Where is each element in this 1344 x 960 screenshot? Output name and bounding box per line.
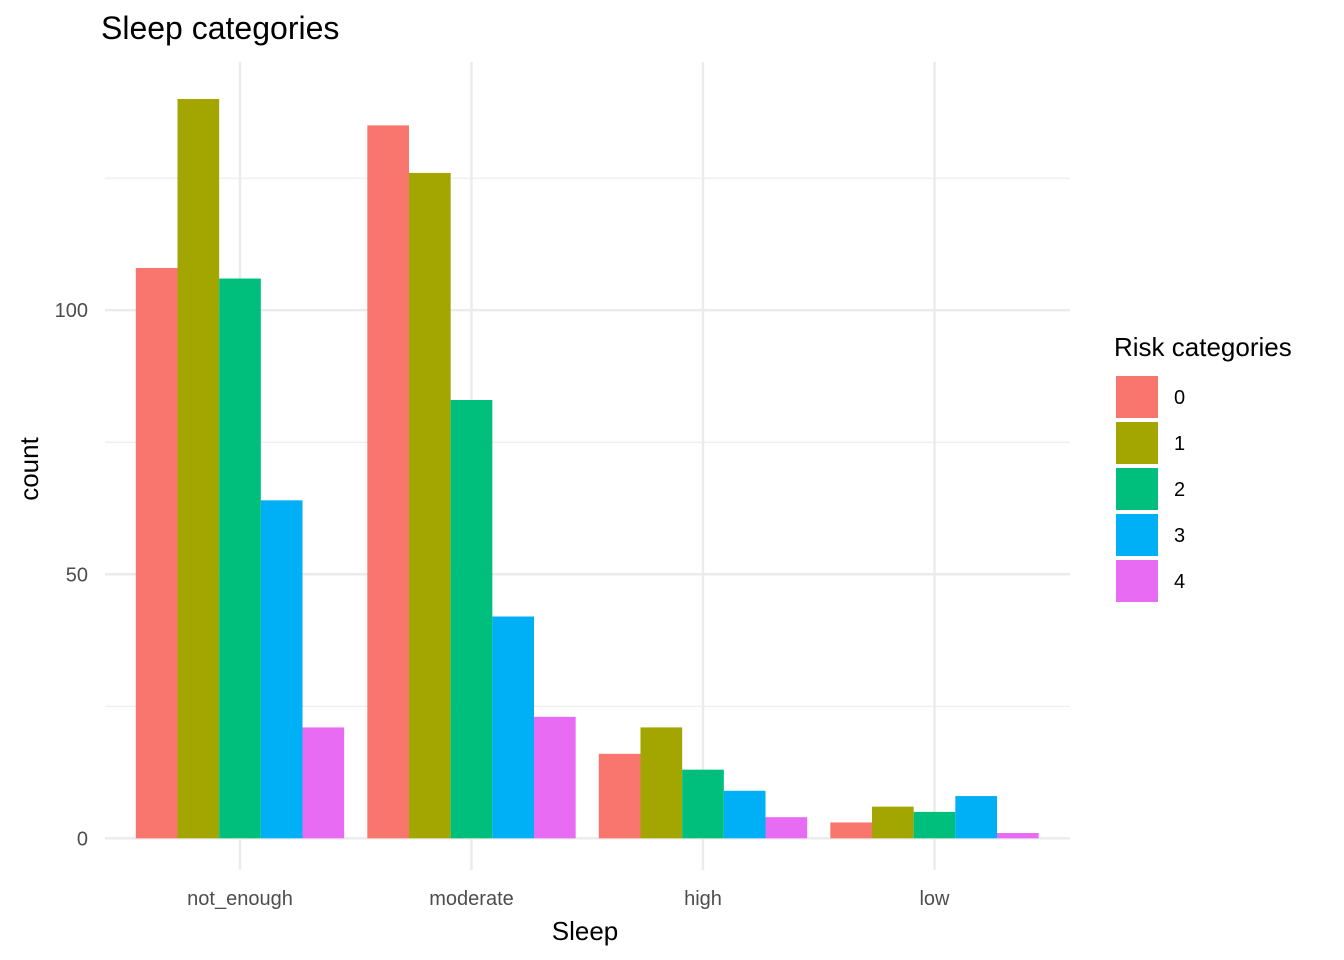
x-tick-label: moderate (429, 888, 514, 910)
bar-moderate-risk-4 (534, 716, 576, 839)
bar-low-risk-4 (997, 833, 1039, 839)
chart-title: Sleep categories (101, 10, 339, 46)
legend-label-0: 0 (1174, 387, 1185, 409)
bar-low-risk-1 (871, 806, 914, 839)
bar-high-risk-0 (598, 753, 641, 839)
bar-high-risk-4 (765, 817, 808, 839)
y-tick-label: 100 (55, 300, 88, 322)
bar-low-risk-3 (955, 796, 998, 839)
x-tick-label: not_enough (187, 888, 293, 910)
x-tick-label: low (919, 888, 950, 910)
legend-key-1 (1116, 422, 1158, 464)
legend-title: Risk categories (1114, 332, 1292, 362)
bar-moderate-risk-3 (492, 616, 535, 839)
y-tick-label: 0 (77, 828, 88, 850)
bar-low-risk-0 (830, 822, 872, 839)
legend-label-3: 3 (1174, 525, 1185, 547)
bar-moderate-risk-1 (408, 172, 451, 839)
bar-not_enough-risk-0 (135, 267, 178, 839)
bar-moderate-risk-0 (367, 125, 409, 839)
y-tick-label: 50 (66, 564, 88, 586)
legend-key-0 (1116, 376, 1158, 418)
bar-moderate-risk-2 (450, 399, 493, 839)
bar-not_enough-risk-1 (177, 98, 220, 839)
bar-low-risk-2 (913, 811, 956, 839)
legend-label-4: 4 (1174, 571, 1185, 593)
x-tick-label: high (684, 888, 722, 910)
y-axis-title: count (14, 436, 44, 500)
bar-not_enough-risk-4 (302, 727, 345, 839)
legend: Risk categories 0 1 2 3 4 (1114, 332, 1292, 602)
legend-label-2: 2 (1174, 479, 1185, 501)
bars (135, 98, 1039, 839)
x-axis-title: Sleep (552, 916, 619, 946)
legend-items: 0 1 2 3 4 (1116, 376, 1185, 602)
bar-high-risk-1 (640, 727, 683, 839)
legend-key-3 (1116, 514, 1158, 556)
bar-high-risk-2 (682, 769, 724, 839)
bar-high-risk-3 (723, 790, 766, 839)
bar-not_enough-risk-3 (260, 500, 303, 839)
legend-label-1: 1 (1174, 433, 1185, 455)
bar-not_enough-risk-2 (219, 278, 261, 839)
tick-labels: 0 50 100 not_enough moderate high low (55, 300, 950, 910)
legend-key-2 (1116, 468, 1158, 510)
legend-key-4 (1116, 560, 1158, 602)
